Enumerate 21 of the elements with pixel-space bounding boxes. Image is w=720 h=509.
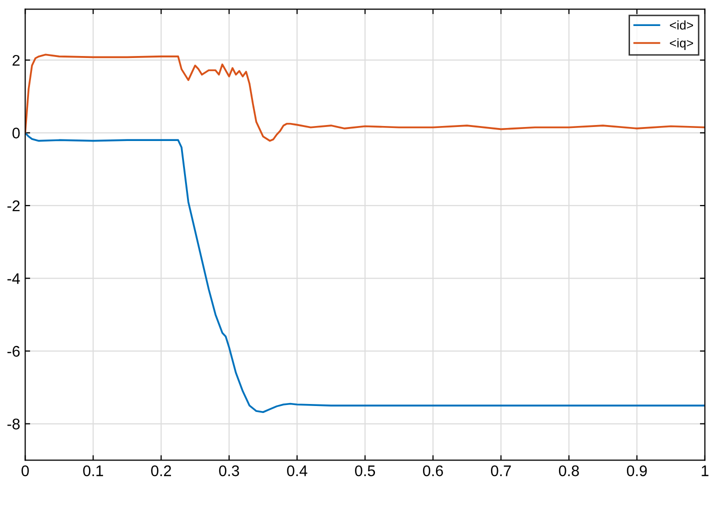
legend-label: <id> [670, 20, 694, 30]
y-tick-label: -4 [7, 273, 20, 284]
x-tick-label: 0.2 [151, 465, 171, 476]
x-tick-label: 0.5 [355, 465, 376, 476]
x-tick-label: 0.3 [219, 465, 240, 476]
y-tick-label: -8 [7, 418, 20, 430]
x-tick-label: 0.7 [490, 465, 511, 476]
legend-label: <iq> [670, 38, 694, 50]
x-tick-label: 0.8 [558, 465, 579, 476]
y-tick-label: -2 [7, 200, 20, 212]
x-tick-label: 0.6 [422, 465, 443, 476]
y-tick-label: 2 [12, 54, 20, 66]
x-tick-label: 0.1 [83, 465, 104, 476]
line-series [25, 54, 705, 142]
y-tick-label: -6 [7, 346, 20, 357]
x-tick-label: 0.9 [626, 465, 647, 476]
x-tick-label: 0.4 [287, 465, 308, 476]
y-tick-label: 0 [12, 128, 20, 138]
x-tick-label: 1 [702, 466, 708, 476]
line-series [25, 132, 705, 414]
x-tick-label: 0 [22, 465, 29, 476]
